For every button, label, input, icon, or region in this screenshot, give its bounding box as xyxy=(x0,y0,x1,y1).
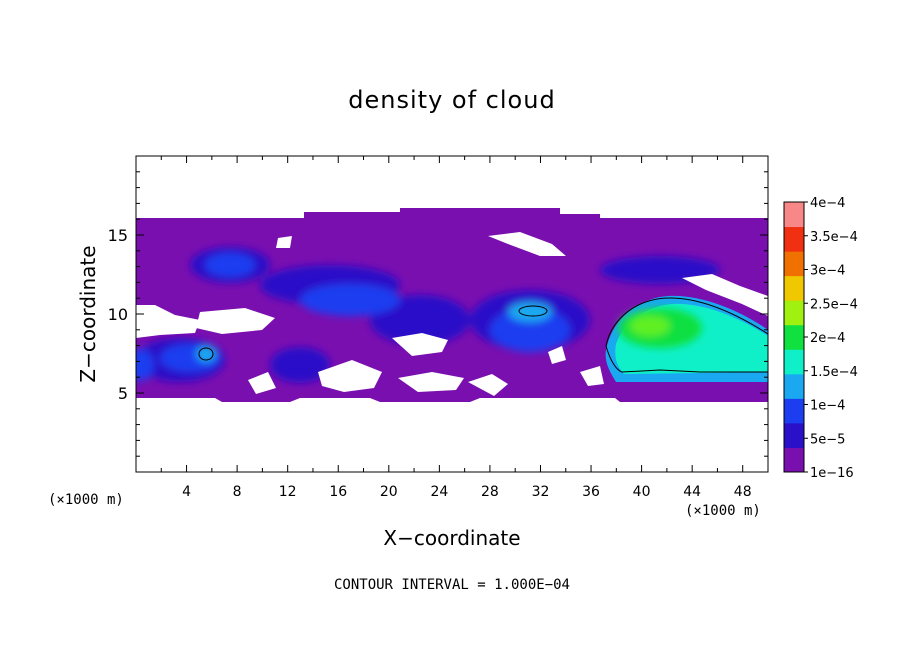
x-tick-label: 32 xyxy=(532,484,550,500)
x-tick-label: 16 xyxy=(329,484,347,500)
colorbar-label: 1e−4 xyxy=(810,399,845,414)
blue-region xyxy=(205,253,255,277)
x-tick-label: 12 xyxy=(279,484,297,500)
y-tick-label: 10 xyxy=(108,305,128,324)
colorbar-swatch xyxy=(784,202,804,228)
clear-gap xyxy=(276,236,292,248)
colorbar-label: 3e−4 xyxy=(810,264,845,279)
contour-line xyxy=(605,345,768,373)
x-axis-label: X−coordinate xyxy=(383,526,521,550)
colorbar: 1e−16 5e−5 1e−4 1.5e−4 2e−4 2.5e−4 3e−4 3.5e−4 4… xyxy=(783,196,858,481)
colorbar-label: 2e−4 xyxy=(810,331,845,346)
clear-gap xyxy=(468,374,508,396)
blue-region xyxy=(136,349,154,381)
x-tick-label: 8 xyxy=(233,484,242,500)
contour-line xyxy=(518,305,548,317)
colorbar-swatch xyxy=(784,398,804,424)
colorbar-label: 1.5e−4 xyxy=(810,365,858,380)
dense-cloud-core xyxy=(630,316,670,336)
clear-gap xyxy=(318,360,382,392)
colorbar-label: 2.5e−4 xyxy=(810,297,858,312)
x-tick-label: 36 xyxy=(582,484,600,500)
clear-gap xyxy=(196,308,275,334)
colorbar-swatch xyxy=(784,324,804,350)
blue-region xyxy=(370,295,470,345)
clear-gap xyxy=(392,333,448,356)
x-tick-label: 40 xyxy=(633,484,651,500)
blue-region xyxy=(300,284,400,316)
colorbar-swatch xyxy=(784,422,804,448)
blue-region xyxy=(490,308,570,352)
clear-gap xyxy=(136,305,200,338)
x-tick-label: 28 xyxy=(481,484,499,500)
blue-region xyxy=(508,302,552,322)
x-tick-label: 48 xyxy=(734,484,752,500)
clear-gap xyxy=(682,274,768,316)
y-axis-label: Z−coordinate xyxy=(76,245,100,383)
colorbar-label: 5e−5 xyxy=(810,432,845,447)
y-ticks: 5 10 15 xyxy=(108,171,768,457)
colorbar-label: 1e−16 xyxy=(810,466,854,481)
clear-gap xyxy=(548,346,566,364)
colorbar-swatch xyxy=(784,251,804,277)
contour-interval: CONTOUR INTERVAL = 1.000E−04 xyxy=(333,577,570,593)
colorbar-swatch xyxy=(784,447,804,473)
chart-title: density of cloud xyxy=(348,86,556,114)
blue-region xyxy=(270,347,330,383)
x-ticks: 4 8 12 16 20 24 28 32 36 40 44 48 xyxy=(160,156,752,500)
colorbar-swatch xyxy=(784,226,804,252)
y-tick-label: 15 xyxy=(108,226,128,245)
x-tick-label: 20 xyxy=(380,484,398,500)
colorbar-label: 3.5e−4 xyxy=(810,230,858,245)
colorbar-swatch xyxy=(784,275,804,301)
clear-gap xyxy=(488,232,566,256)
x-tick-label: 44 xyxy=(683,484,701,500)
x-unit-label: (×1000 m) xyxy=(685,503,761,519)
colorbar-swatch xyxy=(784,300,804,326)
colorbar-label: 4e−4 xyxy=(810,196,845,211)
clear-gap xyxy=(248,372,276,394)
contour-line xyxy=(605,297,768,347)
z-unit-label: (×1000 m) xyxy=(48,492,124,508)
clear-gap xyxy=(398,372,464,392)
cloud-field xyxy=(136,208,768,402)
clear-gap xyxy=(580,366,604,386)
x-tick-label: 4 xyxy=(182,484,191,500)
contour-line xyxy=(198,347,214,361)
y-tick-label: 5 xyxy=(118,384,128,403)
x-tick-label: 24 xyxy=(430,484,448,500)
colorbar-swatch xyxy=(784,349,804,375)
colorbar-swatch xyxy=(784,373,804,399)
